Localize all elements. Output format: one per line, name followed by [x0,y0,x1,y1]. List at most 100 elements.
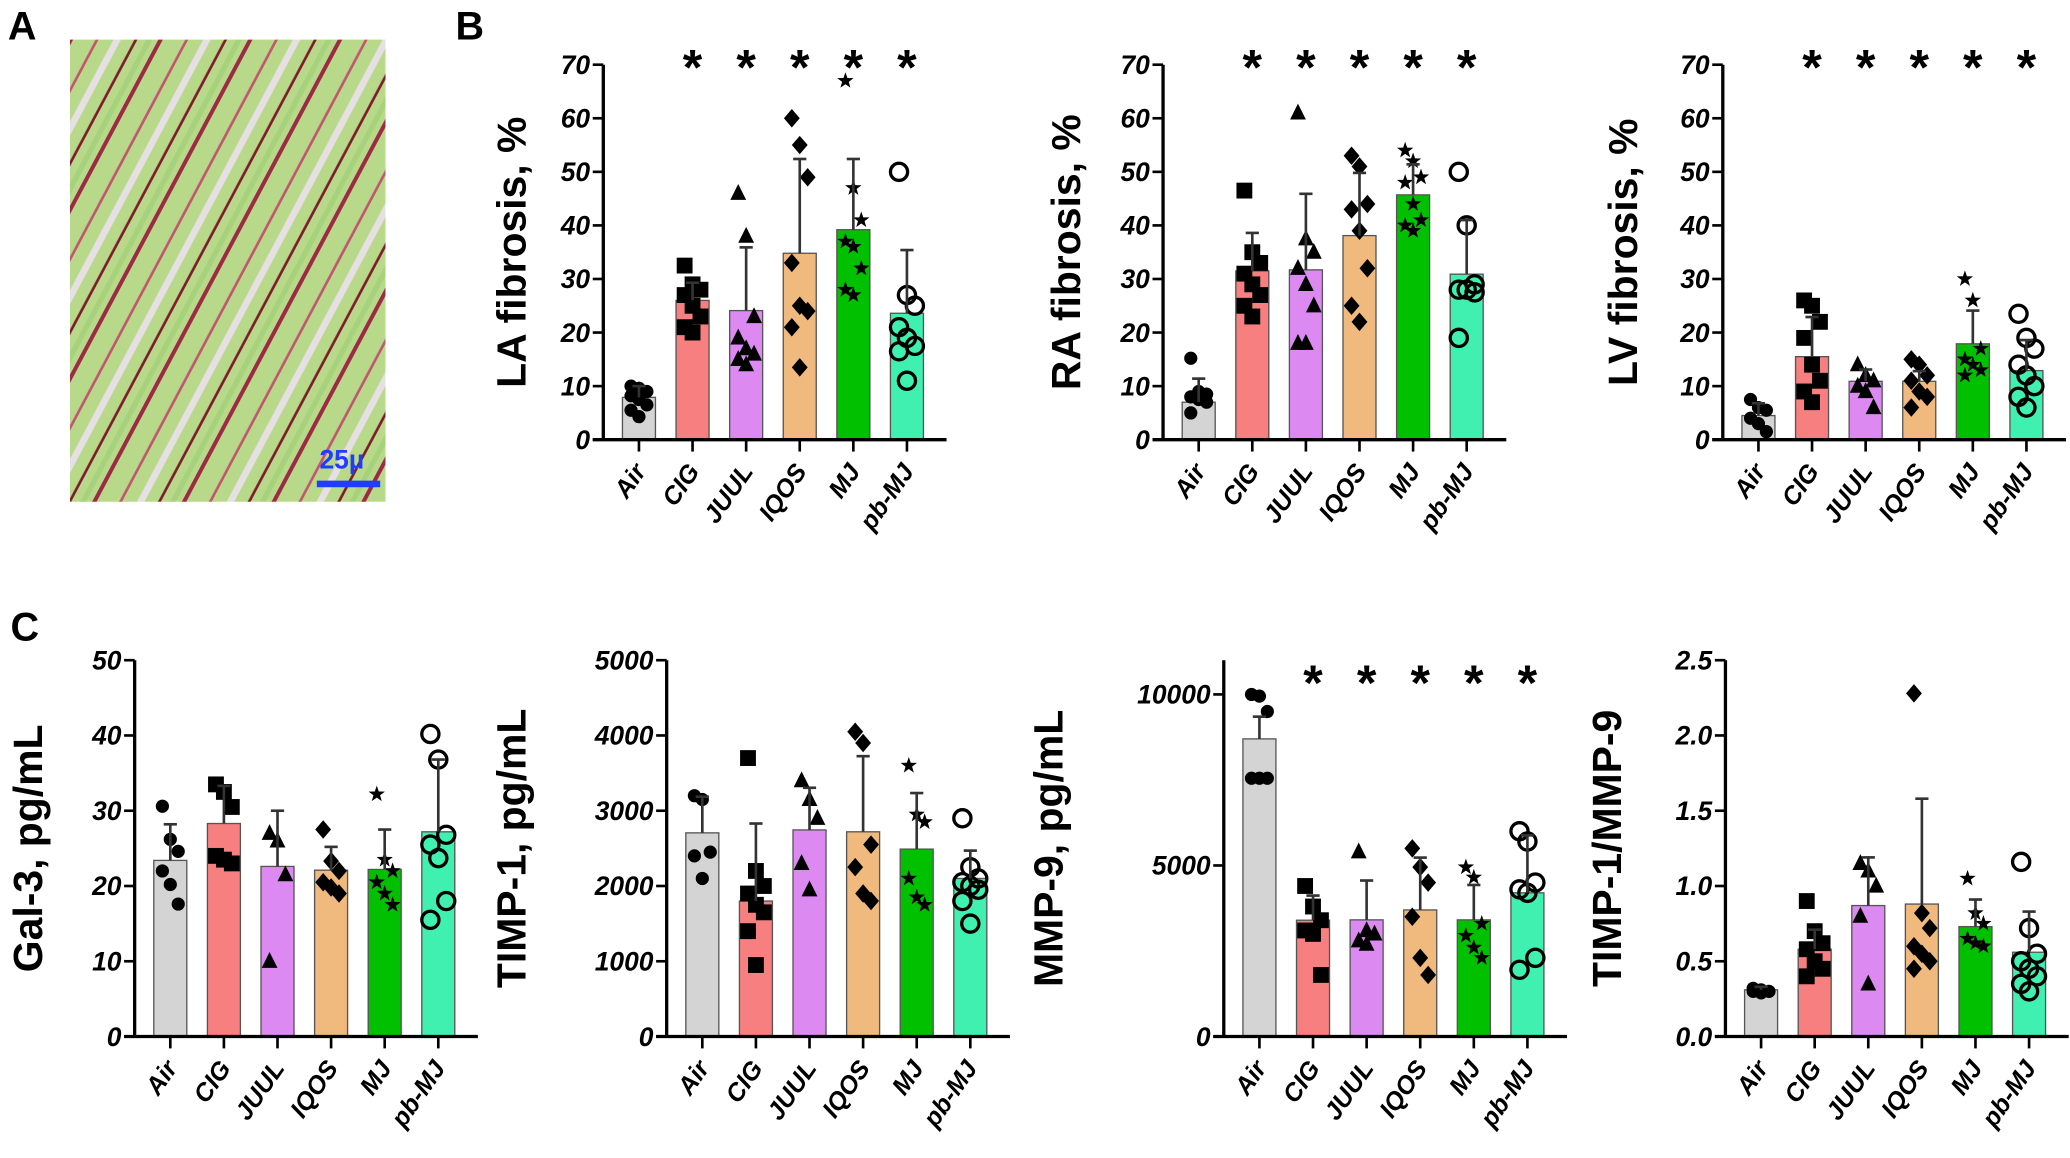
data-point [888,341,910,362]
significance-asterisk: * [2017,40,2037,96]
data-point [315,820,332,839]
x-tick-label: pb-MJ [1976,1055,2042,1133]
x-tick-label: pb-MJ [917,1055,983,1133]
data-point [1464,282,1485,303]
data-point [1956,366,1974,383]
data-point [277,865,294,882]
panel-label-a: A [8,5,37,49]
y-tick-label: 1.0 [1676,871,1713,901]
x-tick-label: CIG [657,459,706,512]
data-point [692,308,709,325]
data-point [1959,869,1976,886]
x-tick-label: MJ [887,1055,931,1100]
y-tick-label: 70 [1680,50,1710,80]
data-point [916,813,933,829]
x-tick-label: MJ [1383,458,1427,503]
data-point [1244,308,1261,325]
significance-asterisk: * [1464,655,1484,711]
x-tick-label: Air [1730,1055,1774,1101]
y-tick-label: 5000 [595,645,654,675]
y-axis-label: Gal-3, pg/mL [5,724,51,972]
data-point [799,167,816,187]
data-point [1804,394,1820,411]
data-point [896,370,918,392]
data-point [1798,893,1815,909]
bar-mj [1456,919,1491,1038]
data-point [1200,395,1214,409]
x-tick-label: Air [1229,1055,1273,1101]
data-point [384,896,401,912]
chart-ra: RA fibrosis, % 0 10 20 30 40 50 60 70 Air CIG * JUUL… [1043,40,1507,536]
data-point [1404,839,1421,858]
x-tick-label: JUUL [1319,1056,1379,1126]
y-axis-label: LA fibrosis, % [488,117,534,388]
data-point [1358,934,1375,951]
data-point [855,733,872,753]
bar-air [1242,738,1277,1038]
x-tick-label: IQOS [754,459,813,527]
micrograph: 25µ [69,39,386,502]
data-point [2018,981,2040,1002]
y-tick-label: 50 [1120,157,1150,187]
data-point [1448,327,1470,349]
data-point [837,281,854,297]
data-point [1964,291,1982,308]
data-point [261,952,278,968]
data-point [1921,918,1938,938]
y-tick-label: 0 [1695,425,1710,455]
data-point [908,888,925,905]
bar-pb-mj [421,831,456,1038]
data-point [738,355,755,372]
data-point [1860,974,1877,991]
x-tick-label: IQOS [285,1055,344,1123]
x-tick-label: MJ [1943,458,1987,503]
significance-asterisk: * [790,40,810,96]
y-tick-label: 60 [561,104,591,134]
y-axis-label: TIMP-1, pg/mL [488,709,534,989]
data-point [1975,937,1992,954]
data-point [1759,425,1773,439]
data-point [1906,959,1922,979]
y-tick-label: 4000 [594,721,654,751]
y-tick-label: 0 [1196,1022,1211,1052]
y-tick-label: 0 [107,1022,122,1052]
data-point [1457,927,1475,943]
data-point [1252,287,1269,303]
data-point [1396,141,1414,158]
y-tick-label: 20 [91,871,122,901]
y-tick-label: 0.5 [1676,946,1713,976]
data-point [1956,270,1974,286]
data-point [1972,340,1989,356]
data-point [801,880,818,897]
data-point [783,317,800,337]
chart-mmp9: MMP-9, pg/mL 0 5000 10000 Air CIG * JUUL * IQOS * M… [1026,655,1568,1133]
data-point [1252,689,1267,703]
y-tick-label: 2.5 [1675,645,1713,675]
data-point [746,307,762,324]
data-point [1814,935,1831,952]
data-point [747,957,764,973]
x-tick-label: CIG [1277,1056,1326,1109]
data-point [155,799,169,813]
data-point [791,358,808,377]
y-tick-label: 40 [1679,211,1710,241]
data-point [738,226,755,243]
y-tick-label: 1000 [595,946,654,976]
significance-asterisk: * [1963,40,1983,96]
data-point [223,855,240,872]
data-point [1865,371,1882,388]
bar-juul [260,865,295,1038]
significance-asterisk: * [1457,40,1477,96]
data-point [837,232,854,249]
data-point [1359,194,1376,214]
x-tick-label: Air [672,1055,716,1101]
data-point [1796,329,1813,346]
data-point [1404,907,1421,927]
y-axis-label: TIMP-1/MMP-9 [1584,710,1630,987]
x-tick-label: MJ [1945,1055,1989,1100]
data-point [1305,242,1322,259]
scale-bar-label: 25µ [319,445,364,475]
x-tick-label: JUUL [762,1056,822,1126]
data-point [684,324,701,341]
